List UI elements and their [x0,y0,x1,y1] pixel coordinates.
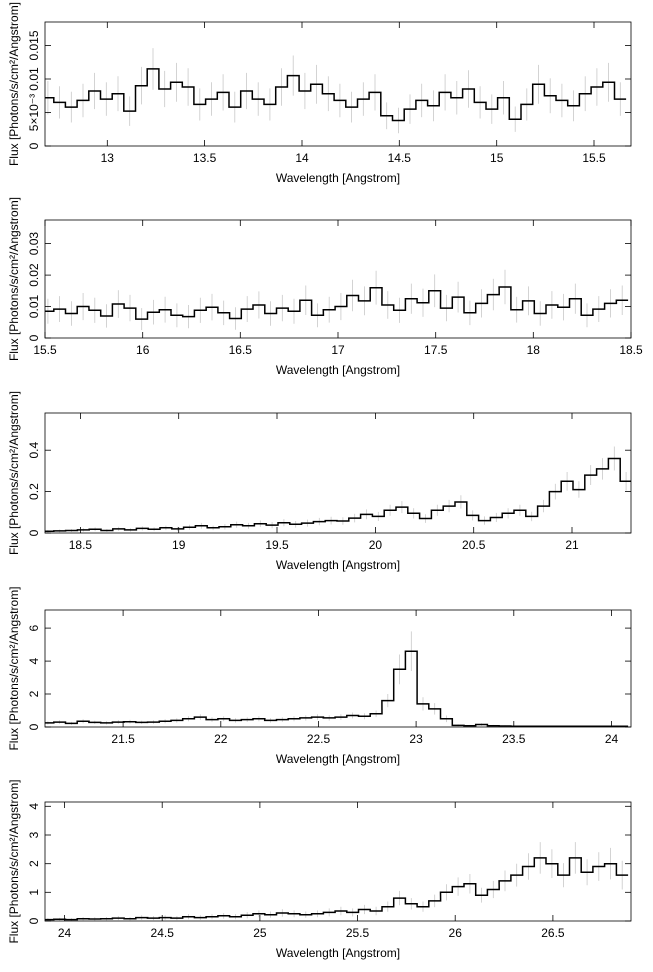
y-tick-label: 0 [27,723,41,730]
plot-frame [44,21,632,147]
spectrum-panel-2: 15.5 16 16.5 17 17.5 18 18.5 0 0.01 0.02 0.03 Wavel… [7,197,643,377]
y-tick-label: 0.2 [27,483,41,500]
y-tick-label: 0.02 [27,263,41,287]
x-tick-label: 23 [409,732,423,746]
y-tick-label: 4 [27,657,41,664]
x-tick-label: 21.5 [111,732,135,746]
spectrum-series-1 [45,68,627,122]
x-axis-title: Wavelength [Angstrom] [276,171,400,185]
x-tick-label: 16 [136,343,150,357]
y-tick-label: 0 [27,917,41,924]
y-tick-label: 3 [27,831,41,838]
y-axis-title: Flux [Photons/s/cm²/Angstrom] [7,391,21,555]
x-axis-title: Wavelength [Angstrom] [276,363,400,377]
x-tick-label: 26 [449,926,463,940]
y-tick-label: 0.4 [27,442,41,459]
y-tick-label: 0.015 [27,30,41,60]
x-tick-label: 20.5 [462,538,486,552]
y-tick-label: 4 [27,803,41,810]
spectrum-panel-3: 18.5 19 19.5 20 20.5 21 0 0.2 0.4 Wavelength [Ang… [7,391,632,572]
x-tick-label: 25 [253,926,267,940]
x-tick-label: 16.5 [229,343,253,357]
x-tick-label: 14.5 [388,151,412,165]
spectrum-series-1 [45,457,631,533]
y-tick-label: 6 [27,624,41,631]
y-tick-label: 0 [27,334,41,341]
spectrum-panel-5: 24 24.5 25 25.5 26 26.5 0 1 2 3 4 Wavelength [Angst… [7,779,632,960]
x-tick-label: 20 [369,538,383,552]
x-tick-label: 13 [101,151,115,165]
x-tick-label: 15.5 [582,151,606,165]
spectrum-series-1 [45,857,629,921]
spectrum-series-1 [45,286,629,320]
y-tick-label: 0 [27,142,41,149]
x-tick-label: 15 [490,151,504,165]
y-tick-label: 5×10⁻³ [27,94,41,131]
y-tick-label: 2 [27,690,41,697]
x-tick-label: 25.5 [346,926,370,940]
x-axis-title: Wavelength [Angstrom] [276,558,400,572]
y-tick-label: 1 [27,889,41,896]
x-tick-label: 19 [172,538,186,552]
x-tick-label: 17.5 [424,343,448,357]
plot-frame [44,801,632,922]
plot-frame [44,412,632,534]
x-tick-label: 23.5 [502,732,526,746]
x-tick-label: 22.5 [307,732,331,746]
y-axis-title: Flux [Photons/s/cm²/Angstrom] [7,197,21,361]
spectrum-series-1 [45,650,629,727]
x-tick-label: 18 [527,343,541,357]
y-tick-label: 0.01 [27,294,41,318]
x-tick-label: 24 [605,732,619,746]
x-tick-label: 26.5 [541,926,565,940]
x-tick-label: 24 [58,926,72,940]
y-axis-title: Flux [Photons/s/cm²/Angstrom] [7,586,21,750]
x-tick-label: 22 [214,732,228,746]
x-axis-title: Wavelength [Angstrom] [276,752,400,766]
x-tick-label: 14 [295,151,309,165]
spectrum-panel-1: 13 13.5 14 14.5 15 15.5 0 5×10⁻³ 0.01 0.015 Wavele… [7,2,632,185]
plot-frame [44,219,632,339]
x-tick-label: 15.5 [33,343,57,357]
y-tick-label: 0.01 [27,67,41,91]
x-tick-label: 13.5 [193,151,217,165]
x-tick-label: 24.5 [151,926,175,940]
y-axis-title: Flux [Photons/s/cm²/Angstrom] [7,2,21,166]
x-tick-label: 19.5 [265,538,289,552]
x-tick-label: 17 [331,343,345,357]
x-tick-label: 21 [565,538,579,552]
y-tick-label: 0 [27,529,41,536]
x-tick-label: 18.5 [69,538,93,552]
y-axis-title: Flux [Photons/s/cm²/Angstrom] [7,779,21,943]
x-tick-label: 18.5 [619,343,643,357]
x-axis-title: Wavelength [Angstrom] [276,946,400,960]
plot-frame [44,609,632,728]
y-tick-label: 2 [27,860,41,867]
y-tick-label: 0.03 [27,232,41,256]
